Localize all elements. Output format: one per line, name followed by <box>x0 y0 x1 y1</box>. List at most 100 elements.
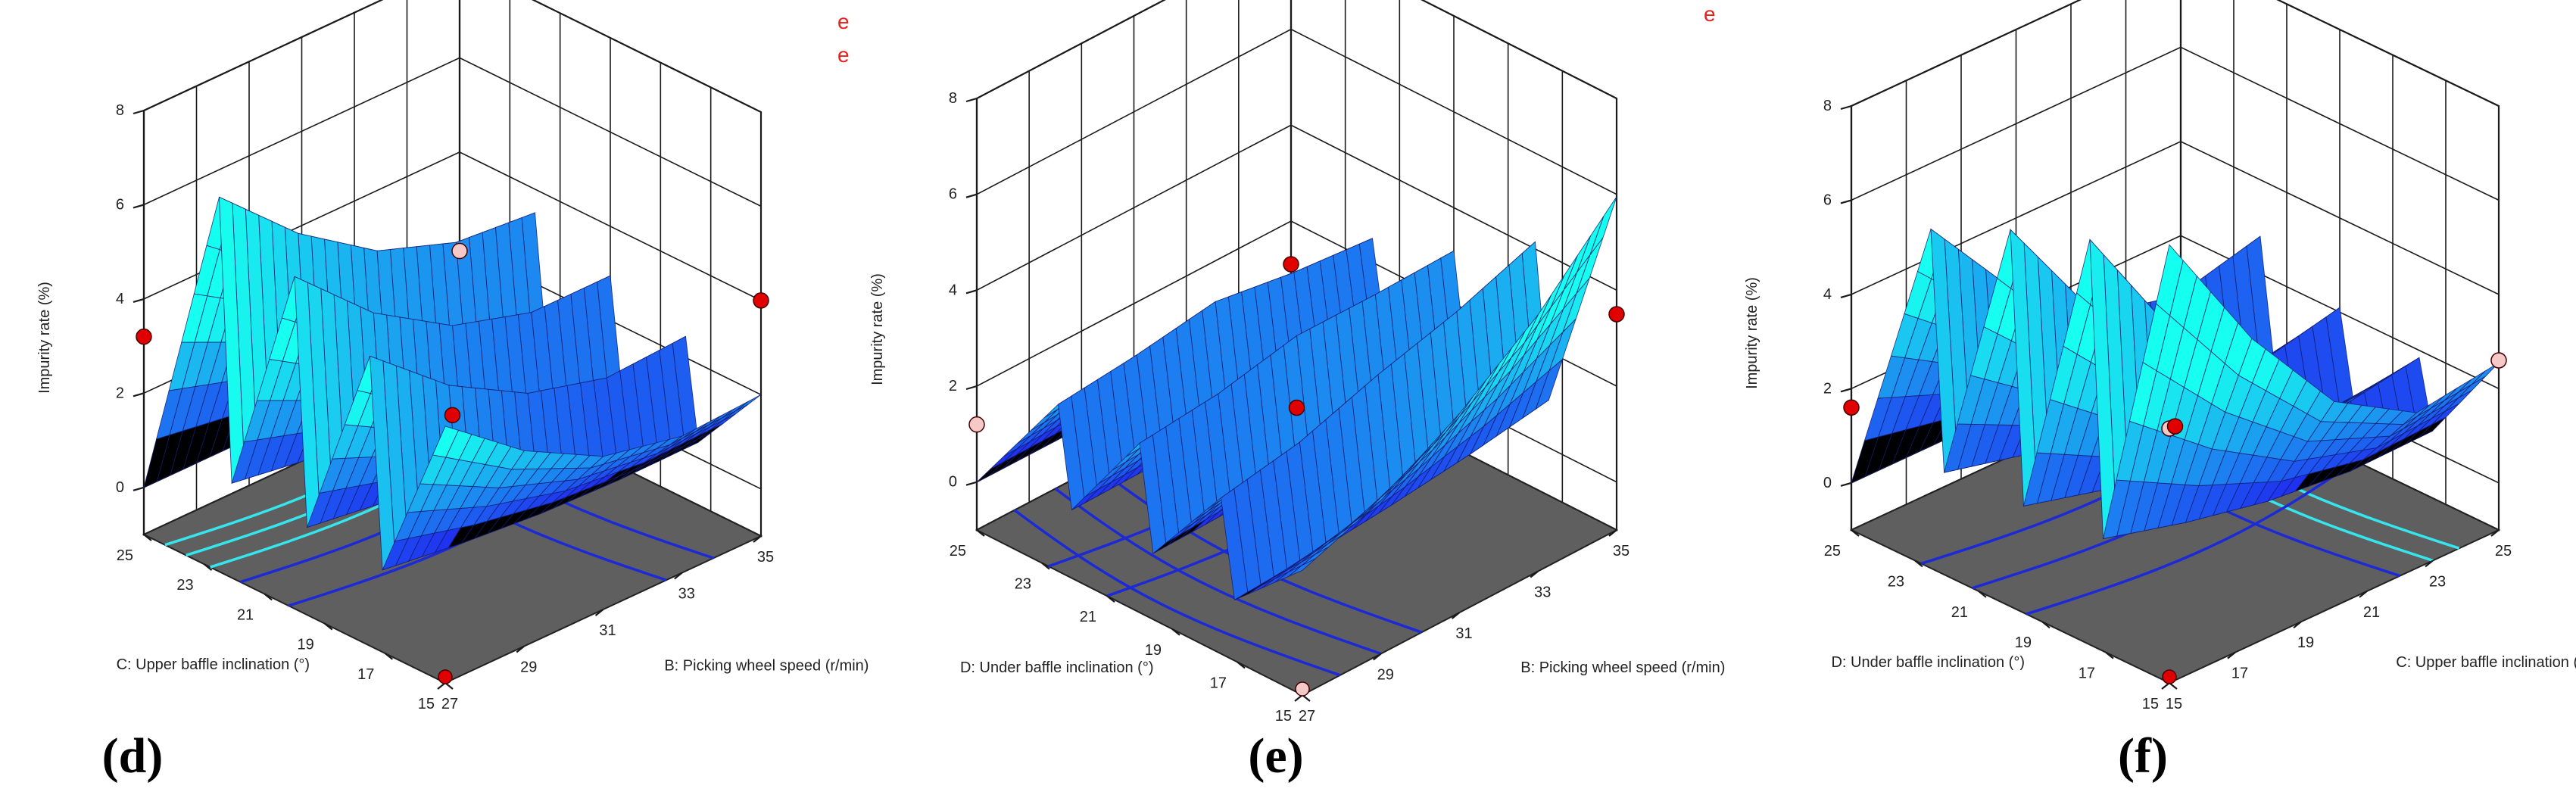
x-tick-mark <box>2293 621 2302 629</box>
x-tick-label: 23 <box>2429 573 2446 590</box>
y-tick-label: 19 <box>1145 642 1162 659</box>
y-axis-title: C: Upper baffle inclination (°) <box>117 656 310 673</box>
design-point <box>1608 306 1625 323</box>
panel-label: (d) <box>102 728 164 784</box>
z-tick-mark <box>965 289 978 295</box>
x-tick-mark <box>674 572 683 580</box>
design-point <box>2162 669 2177 684</box>
z-tick-mark <box>133 298 145 303</box>
x-tick-label: 31 <box>1455 625 1472 642</box>
z-tick-mark <box>1840 388 1852 393</box>
y-tick-mark <box>1914 560 1923 568</box>
surface-plot-e: 0 2 4 6 8 Impurity rate (%) 27 29 31 33 35 15 17 19 21… <box>869 0 1725 784</box>
z-tick-label: 0 <box>949 474 957 491</box>
stray-red-text-3: e <box>1704 2 1716 26</box>
y-tick-mark <box>1237 661 1246 669</box>
surface-facet <box>734 394 762 412</box>
x-tick-label: 17 <box>2231 666 2248 682</box>
x-tick-mark <box>594 609 604 616</box>
y-tick-label: 23 <box>1888 573 1904 590</box>
z-tick-label: 2 <box>1823 380 1832 397</box>
design-point <box>1283 256 1299 273</box>
x-tick-label: 33 <box>678 586 695 603</box>
x-tick-label: 29 <box>1377 667 1394 684</box>
x-tick-label: 19 <box>2297 634 2314 651</box>
contour-line <box>1054 488 1382 656</box>
z-tick-label: 0 <box>1823 475 1832 491</box>
x-tick-label: 15 <box>2166 696 2182 712</box>
wall-gridline-z <box>1851 141 2500 295</box>
y-tick-label: 21 <box>1080 609 1096 625</box>
x-tick-label: 27 <box>441 696 458 712</box>
z-tick-label: 8 <box>116 102 124 119</box>
x-tick-label: 35 <box>1613 543 1629 560</box>
z-tick-label: 4 <box>949 282 957 298</box>
design-point <box>2490 352 2507 369</box>
panel-label: (f) <box>2118 728 2168 784</box>
z-tick-mark <box>133 109 145 115</box>
y-tick-mark <box>2041 621 2051 629</box>
wall-gridline-z <box>143 57 762 207</box>
design-point <box>136 328 152 345</box>
y-axis-title: D: Under baffle inclination (°) <box>1831 654 2025 671</box>
z-tick-label: 6 <box>1823 192 1832 208</box>
z-tick-label: 0 <box>116 479 124 496</box>
z-tick-label: 8 <box>1823 98 1832 114</box>
surface-facet <box>1589 196 1617 255</box>
y-tick-mark <box>264 593 273 601</box>
design-point <box>438 669 453 684</box>
z-tick-mark <box>1840 199 1852 204</box>
wall-gridline-z <box>976 124 1617 291</box>
z-tick-mark <box>133 486 145 491</box>
surface-plot-d: 0 2 4 6 8 Impurity rate (%) 27 29 31 33 35 15 17 19 21… <box>36 0 869 784</box>
wall-gridline-z <box>1851 0 2500 107</box>
y-tick-label: 23 <box>1015 576 1031 593</box>
z-tick-mark <box>133 204 145 209</box>
x-tick-label: 35 <box>757 549 774 566</box>
y-tick-label: 21 <box>1951 604 1968 621</box>
x-tick-mark <box>753 535 762 543</box>
wall-gridline-z <box>143 0 762 113</box>
x-tick-mark <box>1608 529 1617 537</box>
design-point <box>1843 399 1860 416</box>
z-tick-mark <box>965 193 978 198</box>
wall-gridline-z <box>1851 46 2500 201</box>
x-tick-label: 21 <box>2363 604 2380 621</box>
y-tick-label: 25 <box>1824 543 1841 560</box>
z-axis-title: Impurity rate (%) <box>869 273 886 385</box>
surface-facet <box>2156 244 2184 316</box>
y-tick-mark <box>1978 590 1987 598</box>
surface-facet <box>709 410 736 428</box>
y-tick-mark <box>203 563 213 572</box>
surface-plot-f: 0 2 4 6 8 Impurity rate (%) 15 17 19 21 23 25 15 17 19… <box>1744 0 2576 784</box>
y-tick-mark <box>324 622 333 631</box>
y-tick-mark <box>2105 651 2114 659</box>
contour-line <box>1013 509 1341 677</box>
z-tick-mark <box>965 385 978 391</box>
response-surface <box>976 196 1617 601</box>
y-tick-label: 17 <box>357 666 374 683</box>
z-tick-label: 2 <box>116 385 124 401</box>
x-tick-label: 31 <box>599 622 616 639</box>
z-tick-label: 2 <box>949 378 957 394</box>
y-tick-mark <box>1851 529 1860 537</box>
design-point <box>2166 418 2184 435</box>
x-axis-title: C: Upper baffle inclination (°) <box>2396 654 2576 671</box>
x-tick-label: 29 <box>520 659 537 676</box>
design-point <box>1288 399 1305 416</box>
y-tick-label: 25 <box>117 547 133 564</box>
z-tick-label: 4 <box>116 291 124 307</box>
x-tick-label: 27 <box>1299 708 1315 725</box>
y-tick-label: 15 <box>418 696 435 712</box>
y-tick-mark <box>384 652 394 660</box>
surface-facet <box>432 425 460 458</box>
x-tick-mark <box>2227 651 2236 659</box>
x-tick-mark <box>1373 653 1382 661</box>
wall-gridline-z <box>976 28 1617 195</box>
z-tick-label: 6 <box>116 196 124 213</box>
stray-red-text-2: e <box>837 43 850 67</box>
z-tick-mark <box>965 481 978 486</box>
design-point <box>753 292 769 309</box>
x-axis-title: B: Picking wheel speed (r/min) <box>664 657 869 674</box>
